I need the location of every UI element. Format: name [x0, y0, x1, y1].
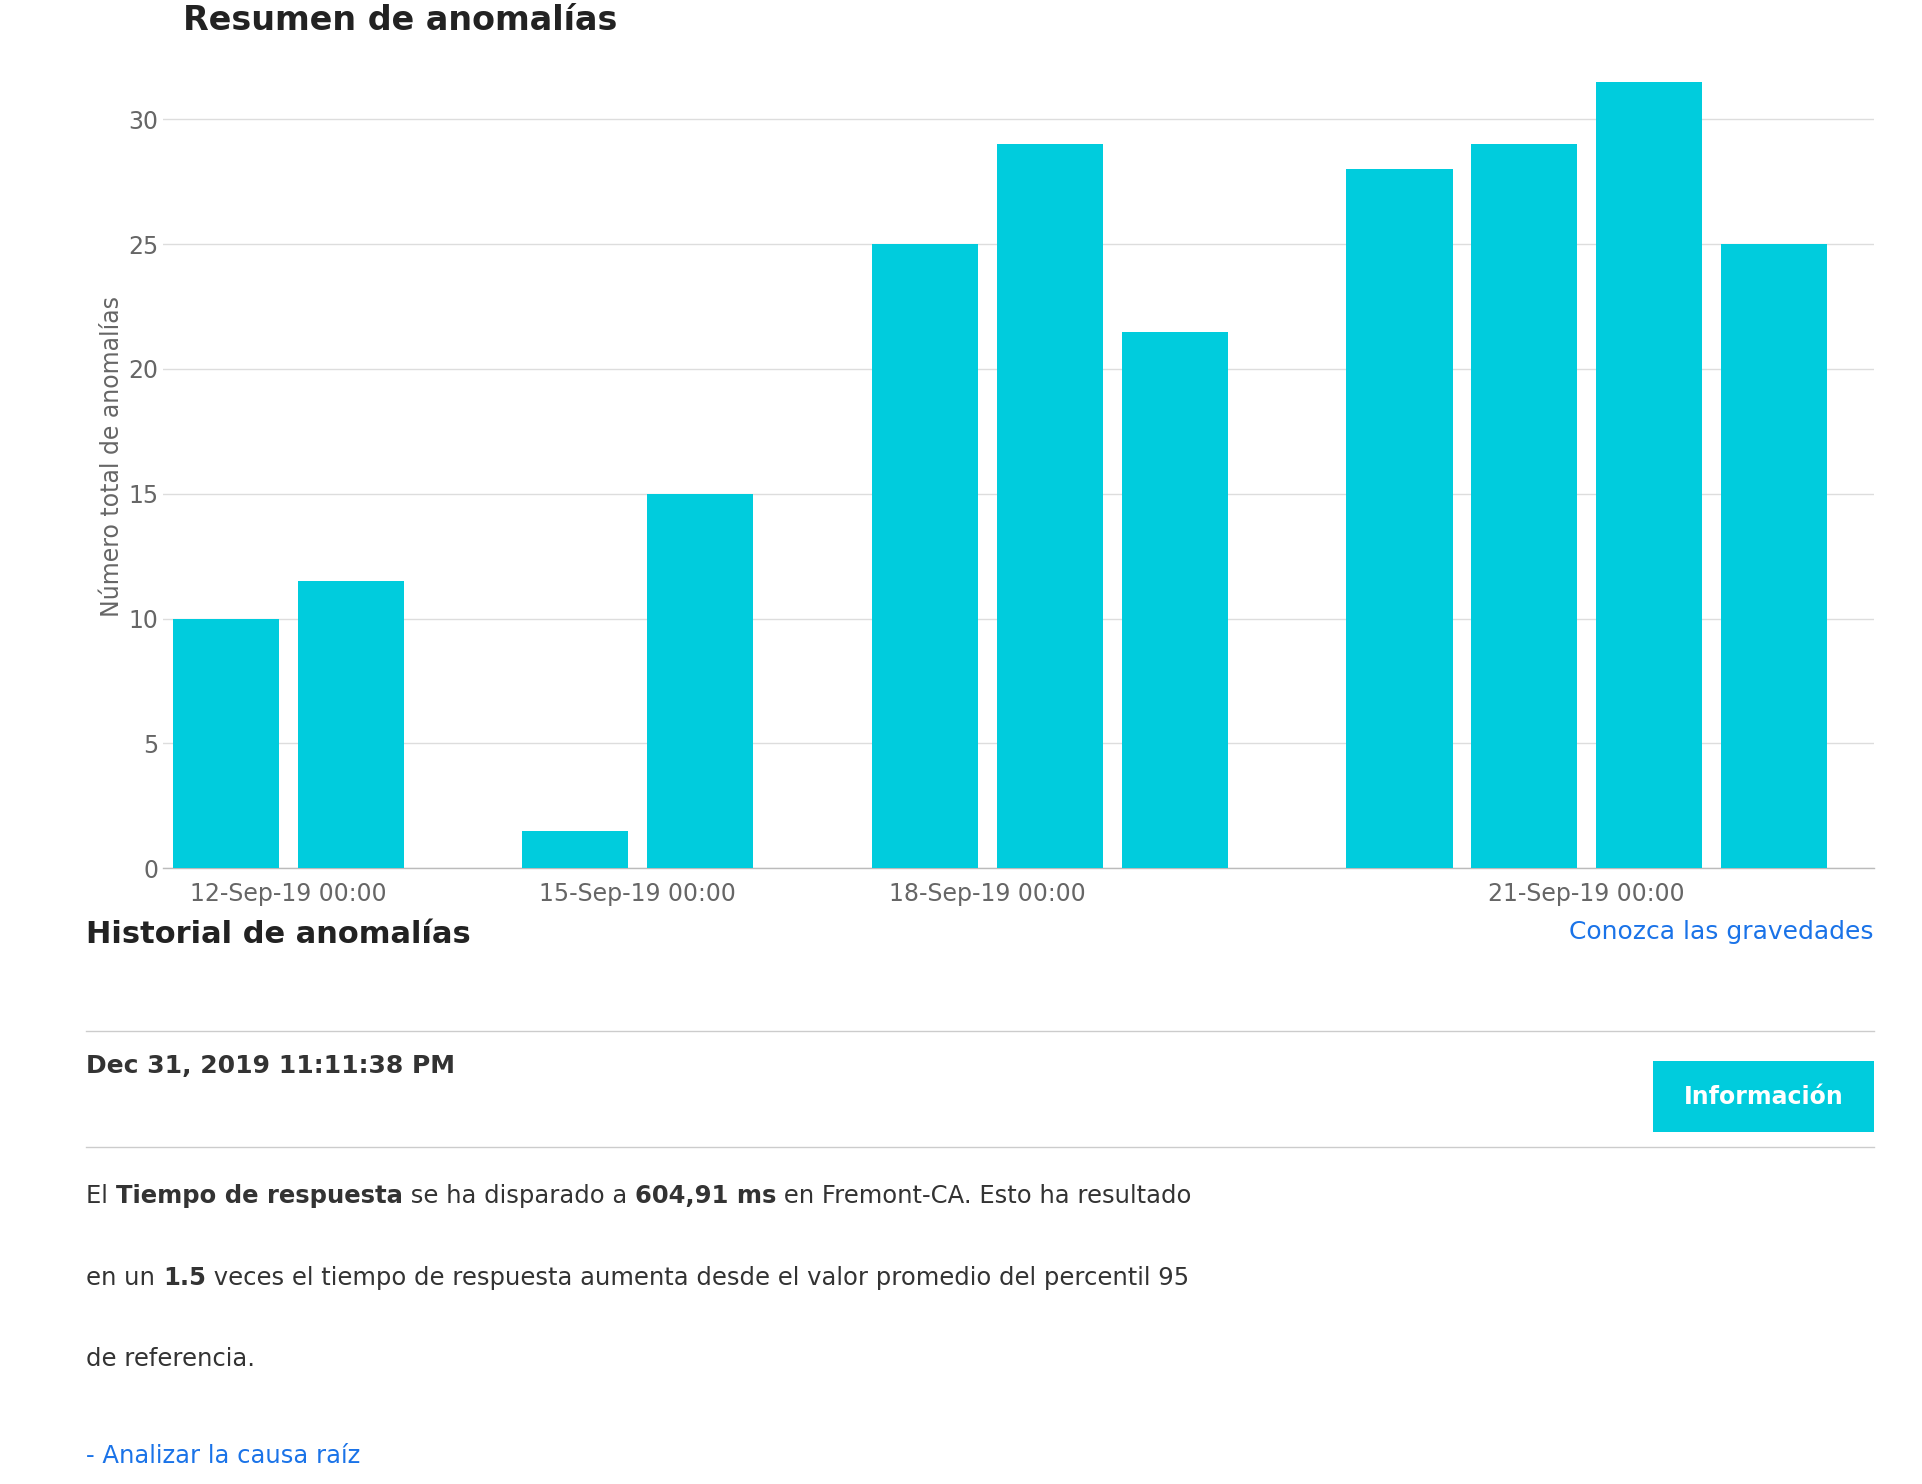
- Bar: [523, 831, 628, 868]
- Y-axis label: Número total de anomalías: Número total de anomalías: [100, 295, 123, 617]
- Bar: [1720, 245, 1828, 868]
- Text: de referencia.: de referencia.: [86, 1347, 256, 1371]
- Bar: [1347, 169, 1453, 868]
- Text: 604,91 ms: 604,91 ms: [634, 1184, 776, 1208]
- Bar: [1470, 144, 1578, 868]
- Text: se ha disparado a: se ha disparado a: [404, 1184, 634, 1208]
- Bar: [1122, 331, 1228, 868]
- Bar: [998, 144, 1103, 868]
- Text: Dec 31, 2019 11:11:38 PM: Dec 31, 2019 11:11:38 PM: [86, 1054, 456, 1077]
- Bar: [648, 494, 753, 868]
- Text: en Fremont-CA. Esto ha resultado: en Fremont-CA. Esto ha resultado: [776, 1184, 1192, 1208]
- Text: Información: Información: [1684, 1085, 1843, 1109]
- Text: El: El: [86, 1184, 115, 1208]
- Text: veces el tiempo de respuesta aumenta desde el valor promedio del percentil 95: veces el tiempo de respuesta aumenta des…: [206, 1266, 1190, 1290]
- Text: Resumen de anomalías: Resumen de anomalías: [183, 4, 617, 37]
- Text: 1.5: 1.5: [163, 1266, 206, 1290]
- Text: en un: en un: [86, 1266, 163, 1290]
- Bar: [298, 582, 404, 868]
- Text: Tiempo de respuesta: Tiempo de respuesta: [115, 1184, 404, 1208]
- Text: Historial de anomalías: Historial de anomalías: [86, 920, 471, 950]
- Text: - Analizar la causa raíz: - Analizar la causa raíz: [86, 1444, 361, 1468]
- Bar: [873, 245, 978, 868]
- Bar: [1595, 82, 1703, 868]
- Bar: [173, 619, 279, 868]
- Text: Conozca las gravedades: Conozca las gravedades: [1570, 920, 1874, 944]
